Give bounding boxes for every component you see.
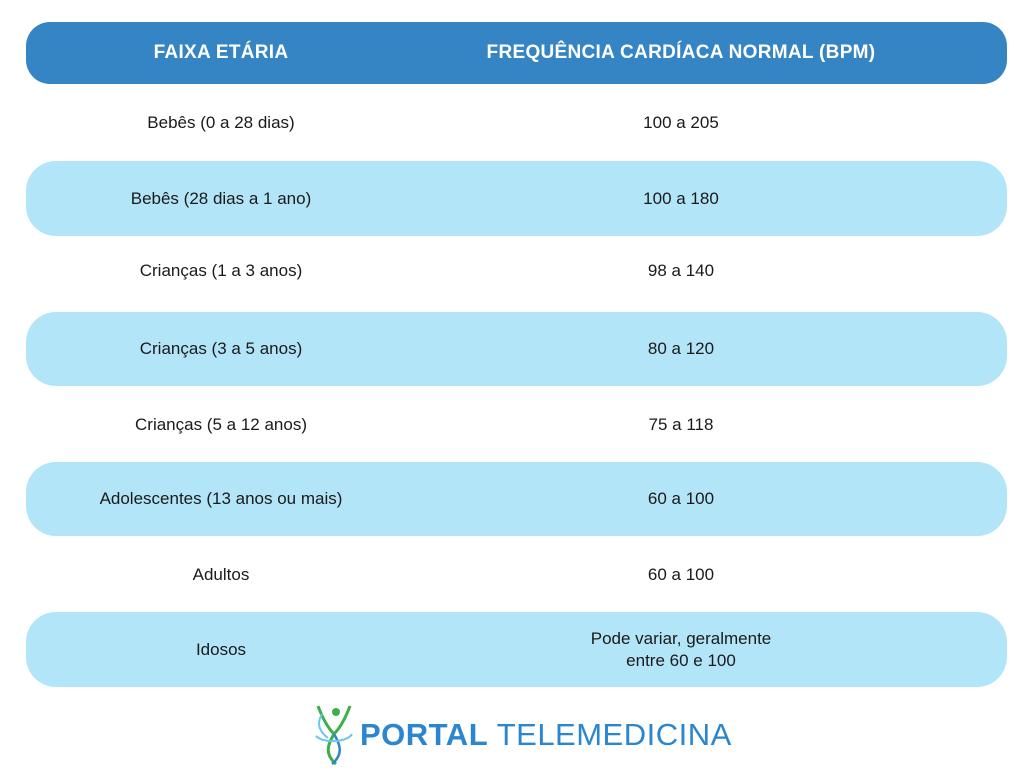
- age-cell: Bebês (0 a 28 dias): [147, 113, 295, 132]
- age-cell: Adultos: [192, 565, 250, 584]
- table-header: FAIXA ETÁRIA FREQUÊNCIA CARDÍACA NORMAL …: [26, 22, 1007, 84]
- table-row: Idosos Pode variar, geralmente entre 60 …: [26, 612, 1007, 687]
- header-age-range: FAIXA ETÁRIA: [153, 42, 289, 63]
- bpm-cell: 100 a 180: [643, 188, 719, 208]
- age-cell: Crianças (1 a 3 anos): [139, 261, 303, 280]
- table-row: Crianças (3 a 5 anos) 80 a 120: [26, 312, 1007, 386]
- bpm-cell: 98 a 140: [647, 261, 715, 280]
- bpm-cell: 75 a 118: [648, 415, 714, 434]
- portal-telemedicina-logo: PORTAL TELEMEDICINA: [314, 704, 732, 766]
- bpm-cell: Pode variar, geralmente entre 60 e 100: [486, 628, 876, 672]
- age-cell: Crianças (3 a 5 anos): [139, 339, 303, 358]
- age-cell: Idosos: [195, 639, 247, 659]
- table-row: Bebês (28 dias a 1 ano) 100 a 180: [26, 161, 1007, 236]
- bpm-cell: 60 a 100: [647, 565, 715, 584]
- bpm-cell: 80 a 120: [647, 339, 715, 358]
- table-row: Bebês (0 a 28 dias) 100 a 205: [26, 99, 1007, 147]
- bpm-cell: 60 a 100: [647, 489, 715, 508]
- table-row: Crianças (1 a 3 anos) 98 a 140: [26, 247, 1007, 295]
- age-cell: Adolescentes (13 anos ou mais): [99, 489, 343, 508]
- table-row: Adolescentes (13 anos ou mais) 60 a 100: [26, 462, 1007, 536]
- age-cell: Crianças (5 a 12 anos): [135, 415, 307, 434]
- bpm-line: entre 60 e 100: [626, 650, 736, 670]
- table-row: Adultos 60 a 100: [26, 551, 1007, 599]
- bpm-line: Pode variar, geralmente: [590, 628, 772, 648]
- bpm-cell: 100 a 205: [643, 113, 719, 132]
- header-heart-rate: FREQUÊNCIA CARDÍACA NORMAL (BPM): [486, 42, 876, 63]
- age-cell: Bebês (28 dias a 1 ano): [130, 188, 312, 208]
- logo-text: PORTAL TELEMEDICINA: [360, 717, 732, 752]
- table-row: Crianças (5 a 12 anos) 75 a 118: [26, 401, 1007, 449]
- person-figure-logo-icon: [315, 705, 353, 766]
